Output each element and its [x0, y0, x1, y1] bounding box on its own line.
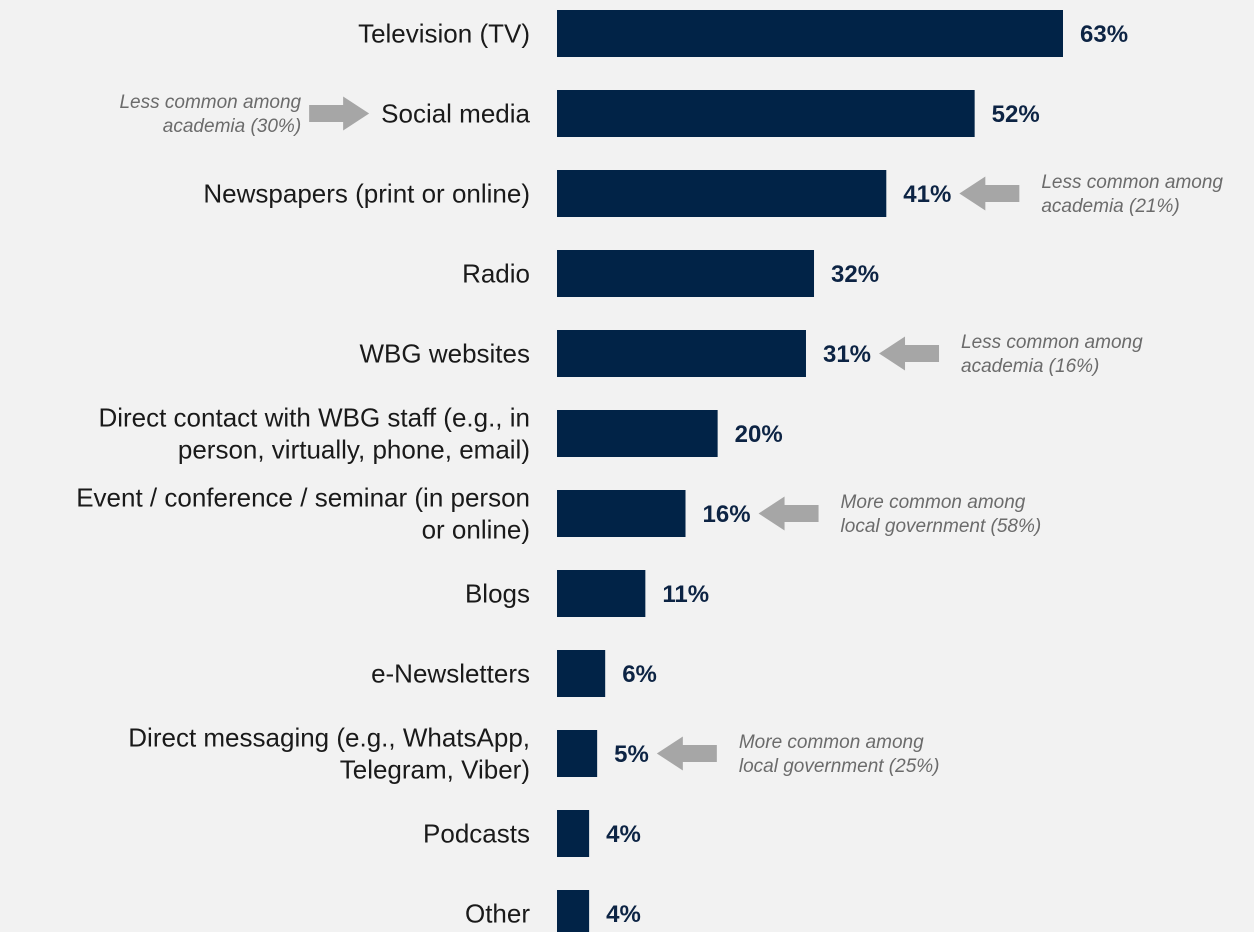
annotation-arrow-2	[879, 336, 940, 371]
bar-5	[557, 410, 718, 457]
annotation-text-2: Less common among academia (16%)	[961, 332, 1143, 377]
category-label-11: Other	[465, 899, 530, 929]
value-label-10: 4%	[606, 821, 641, 848]
bar-11	[557, 890, 590, 932]
value-label-8: 6%	[622, 661, 657, 688]
value-label-2: 41%	[903, 181, 951, 208]
bar-9	[557, 730, 598, 777]
annotation-arrow-0	[309, 96, 370, 131]
category-label-5: Direct contact with WBG staff (e.g., in p…	[98, 403, 530, 465]
bars-group	[557, 10, 1063, 932]
category-label-9: Direct messaging (e.g., WhatsApp, Telegra…	[128, 723, 530, 785]
annotation-arrow-1	[959, 176, 1020, 211]
value-label-1: 52%	[992, 101, 1040, 128]
value-label-6: 16%	[703, 501, 751, 528]
value-label-5: 20%	[735, 421, 783, 448]
bar-0	[557, 10, 1063, 57]
annotation-text-1: Less common among academia (21%)	[1041, 172, 1223, 217]
annotations-group: Less common among academia (30%) Less comm…	[119, 92, 1223, 777]
category-label-7: Blogs	[465, 579, 530, 609]
bar-4	[557, 330, 806, 377]
category-label-6: Event / conference / seminar (in person o…	[76, 483, 530, 545]
category-label-8: e-Newsletters	[371, 659, 530, 689]
value-label-3: 32%	[831, 261, 879, 288]
annotation-arrow-4	[656, 736, 717, 771]
value-label-4: 31%	[823, 341, 871, 368]
value-label-7: 11%	[662, 581, 709, 608]
bar-8	[557, 650, 606, 697]
category-label-3: Radio	[462, 259, 530, 289]
value-label-9: 5%	[614, 741, 649, 768]
bar-3	[557, 250, 815, 297]
category-labels-group: Television (TV) Social media Newspapers (p…	[76, 19, 530, 929]
category-label-1: Social media	[381, 99, 530, 129]
annotation-text-0: Less common among academia (30%)	[119, 92, 301, 137]
bar-1	[557, 90, 975, 137]
bar-10	[557, 810, 590, 857]
bar-6	[557, 490, 686, 537]
value-labels-group: 63% 52% 41% 32% 31% 20% 16% 11% 6% 5% 4% 4%	[606, 21, 1128, 928]
bar-2	[557, 170, 887, 217]
category-label-2: Newspapers (print or online)	[203, 179, 530, 209]
bar-7	[557, 570, 646, 617]
category-label-10: Podcasts	[423, 819, 530, 849]
annotation-text-4: More common among local government (25%)	[739, 732, 940, 777]
category-label-4: WBG websites	[360, 339, 531, 369]
category-label-0: Television (TV)	[358, 19, 530, 49]
value-label-11: 4%	[606, 901, 641, 928]
value-label-0: 63%	[1080, 21, 1128, 48]
annotation-arrow-3	[758, 496, 819, 531]
annotation-text-3: More common among local government (58%)	[841, 492, 1042, 537]
